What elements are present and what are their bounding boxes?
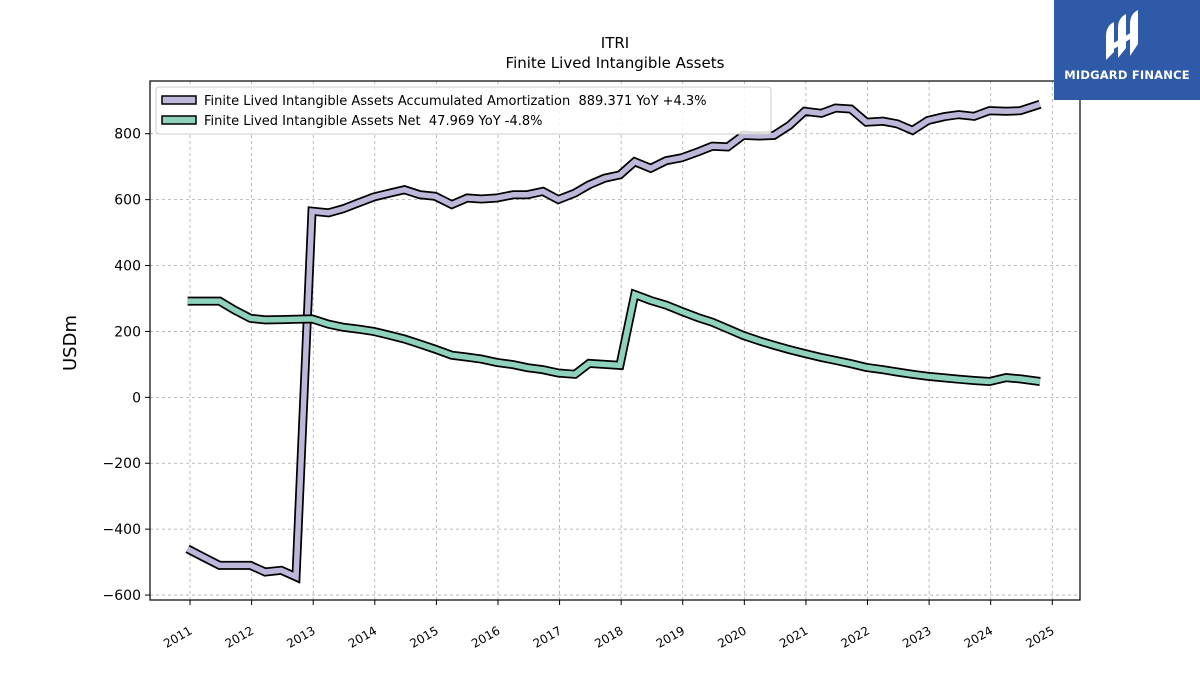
logo-mark-icon: [1106, 10, 1138, 60]
y-tick-label: 200: [114, 324, 141, 340]
y-tick-label: 0: [132, 390, 141, 406]
x-tick-label: 2024: [962, 623, 995, 650]
chart-subtitle: Finite Lived Intangible Assets: [506, 54, 725, 72]
series-outline-net: [187, 288, 1041, 387]
y-tick-label: 400: [114, 259, 141, 275]
x-tick-label: 2021: [777, 623, 810, 650]
x-tick-label: 2013: [284, 623, 317, 650]
x-tick-label: 2019: [654, 623, 687, 650]
midgard-finance-logo: MIDGARD FINANCE: [1054, 0, 1200, 100]
y-tick-label: −200: [103, 456, 141, 472]
chart-title: ITRI: [601, 34, 629, 52]
x-tick-label: 2012: [223, 623, 256, 650]
x-tick-label: 2020: [715, 623, 748, 650]
x-axis: 2011 2012 2013 2014 2015 2016 2017 2018 2019 2020…: [161, 600, 1057, 651]
x-tick-label: 2017: [531, 623, 564, 650]
legend-label-net: Finite Lived Intangible Assets Net 47.96…: [204, 114, 543, 129]
x-tick-label: 2025: [1023, 623, 1056, 650]
x-tick-label: 2023: [900, 623, 933, 650]
logo-text: MIDGARD FINANCE: [1064, 68, 1190, 82]
legend-box: [155, 86, 772, 135]
legend-label-amortization: Finite Lived Intangible Assets Accumulat…: [204, 94, 707, 109]
y-tick-label: 600: [114, 193, 141, 209]
y-axis-label: USDm: [60, 315, 81, 371]
x-tick-label: 2011: [161, 623, 194, 650]
y-tick-label: 800: [114, 127, 141, 143]
legend: Finite Lived Intangible Assets Accumulat…: [155, 86, 772, 135]
x-tick-label: 2015: [407, 623, 440, 650]
series-layer: [185, 100, 1042, 584]
series-line-amortization: [186, 101, 1041, 582]
x-tick-label: 2018: [592, 623, 625, 650]
x-tick-label: 2014: [346, 623, 379, 650]
x-tick-label: 2016: [469, 623, 502, 650]
y-tick-label: −400: [103, 522, 141, 538]
x-tick-label: 2022: [839, 623, 872, 650]
y-axis: −600 −400 −200 0 200 400 600 800: [103, 127, 150, 604]
plot-frame: [149, 80, 1081, 601]
legend-swatch-net: [161, 115, 197, 125]
series-line-net: [187, 290, 1041, 385]
grid: [150, 81, 1080, 600]
legend-swatch-amortization: [161, 95, 197, 105]
y-tick-label: −600: [103, 588, 141, 604]
